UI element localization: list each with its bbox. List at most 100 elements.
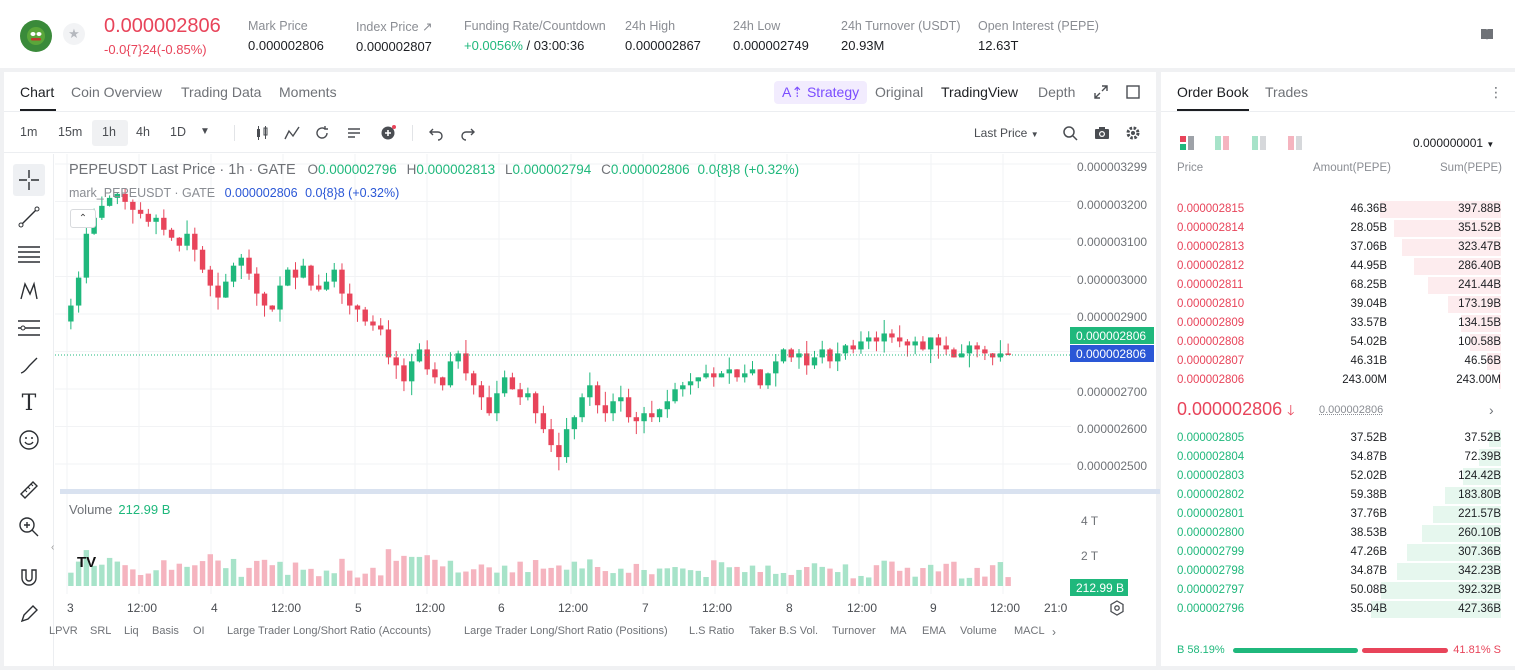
tab-trading-data[interactable]: Trading Data <box>181 84 262 100</box>
indicators-icon[interactable] <box>284 125 300 141</box>
more-icon[interactable]: ⋮ <box>1489 84 1503 100</box>
indicator-taker-vol[interactable]: Taker B.S Vol. <box>749 625 819 637</box>
indicator-ema[interactable]: EMA <box>922 625 946 637</box>
replay-icon[interactable] <box>314 125 330 141</box>
tab-moments[interactable]: Moments <box>279 84 337 100</box>
indicator-lpvr[interactable]: LPVR <box>49 625 78 637</box>
layout-sell-icon[interactable] <box>1287 135 1303 151</box>
horizontal-lines-icon[interactable] <box>16 241 42 267</box>
bid-row[interactable]: 0.000002801 37.76B 221.57B <box>1161 505 1515 524</box>
timeframe-1h[interactable]: 1h <box>102 125 116 139</box>
indicator-basis[interactable]: Basis <box>152 625 179 637</box>
ask-row[interactable]: 0.000002806 243.00M 243.00M <box>1161 371 1515 390</box>
indicator-turnover[interactable]: Turnover <box>832 625 876 637</box>
indicator-ls-accounts[interactable]: Large Trader Long/Short Ratio (Accounts) <box>227 625 432 637</box>
search-icon[interactable] <box>1062 125 1078 141</box>
bid-row[interactable]: 0.000002797 50.08B 392.32B <box>1161 581 1515 600</box>
pane-divider[interactable] <box>60 489 1160 494</box>
timeframe-dropdown-icon[interactable]: ▼ <box>200 126 210 137</box>
indicator-oi[interactable]: OI <box>193 625 205 637</box>
templates-icon[interactable] <box>346 125 362 141</box>
tab-trades[interactable]: Trades <box>1265 84 1309 100</box>
indicator-ls-ratio[interactable]: L.S Ratio <box>689 625 735 637</box>
favorite-star-icon[interactable]: ★ <box>63 23 85 45</box>
view-tradingview[interactable]: TradingView <box>941 84 1019 100</box>
volume-bar <box>563 569 570 586</box>
view-depth[interactable]: Depth <box>1038 84 1076 100</box>
timeframe-4h[interactable]: 4h <box>136 125 150 139</box>
ask-row[interactable]: 0.000002815 46.36B 397.88B <box>1161 200 1515 219</box>
ask-row[interactable]: 0.000002813 37.06B 323.47B <box>1161 238 1515 257</box>
tab-order-book[interactable]: Order Book <box>1177 84 1249 100</box>
indicator-srl[interactable]: SRL <box>90 625 112 637</box>
bid-row[interactable]: 0.000002798 34.87B 342.23B <box>1161 562 1515 581</box>
bid-row[interactable]: 0.000002796 35.04B 427.36B <box>1161 600 1515 619</box>
redo-icon[interactable] <box>460 125 476 141</box>
trend-line-icon[interactable] <box>16 204 42 230</box>
collapse-toolbar-icon[interactable]: ‹ <box>51 542 55 553</box>
magnet-icon[interactable] <box>16 564 42 590</box>
ruler-icon[interactable] <box>16 477 42 503</box>
timeframe-15m[interactable]: 15m <box>58 125 83 139</box>
window-icon[interactable] <box>1126 85 1140 99</box>
ask-row[interactable]: 0.000002812 44.95B 286.40B <box>1161 257 1515 276</box>
bid-row[interactable]: 0.000002805 37.52B 37.52B <box>1161 429 1515 448</box>
emoji-icon[interactable] <box>16 427 42 453</box>
chevron-right-icon[interactable]: › <box>1052 625 1056 639</box>
ask-row[interactable]: 0.000002809 33.57B 134.15B <box>1161 314 1515 333</box>
candle-body <box>757 369 763 386</box>
undo-icon[interactable] <box>428 125 444 141</box>
layout-bids-icon[interactable] <box>1214 135 1230 151</box>
ask-row[interactable]: 0.000002811 68.25B 241.44B <box>1161 276 1515 295</box>
tab-chart[interactable]: Chart <box>20 84 55 100</box>
crosshair-icon[interactable] <box>16 167 42 193</box>
bid-row[interactable]: 0.000002802 59.38B 183.80B <box>1161 486 1515 505</box>
expand-icon[interactable] <box>1094 85 1108 99</box>
bid-amount: 47.26B <box>1350 546 1387 558</box>
bid-row[interactable]: 0.000002799 47.26B 307.36B <box>1161 543 1515 562</box>
ticker-header: ★ 0.000002806 -0.0{7}24(-0.85%) Mark Pri… <box>0 0 1515 68</box>
text-tool-icon[interactable]: T <box>21 390 37 416</box>
axis-settings-icon[interactable] <box>1109 600 1125 616</box>
legend-collapse-button[interactable]: ⌃ <box>70 209 96 228</box>
layout-buy-icon[interactable] <box>1251 135 1267 151</box>
volume-bar <box>377 575 384 586</box>
layout-both-icon[interactable] <box>1179 135 1195 151</box>
timeframe-1d[interactable]: 1D <box>170 125 186 139</box>
book-icon[interactable] <box>1480 27 1494 41</box>
add-alert-icon[interactable] <box>380 125 396 141</box>
ask-row[interactable]: 0.000002808 54.02B 100.58B <box>1161 333 1515 352</box>
tab-coin-overview[interactable]: Coin Overview <box>71 84 163 100</box>
settings-icon[interactable] <box>1125 125 1141 141</box>
last-price: 0.000002806 <box>104 15 221 37</box>
pencil-lock-icon[interactable] <box>16 601 42 627</box>
chevron-right-icon[interactable]: › <box>1489 402 1494 418</box>
ask-row[interactable]: 0.000002810 39.04B 173.19B <box>1161 295 1515 314</box>
stat-index-price[interactable]: Index Price ↗ 0.000002807 <box>356 19 432 54</box>
timeframe-1m[interactable]: 1m <box>20 125 38 139</box>
candle-type-icon[interactable] <box>254 125 270 141</box>
view-original[interactable]: Original <box>875 84 924 100</box>
orderbook-last-price[interactable]: 0.000002806 🡓 <box>1177 399 1294 424</box>
strategy-button[interactable]: A⇡ Strategy <box>774 81 868 104</box>
camera-icon[interactable] <box>1094 125 1110 141</box>
candlestick-chart[interactable] <box>55 154 1071 594</box>
ask-row[interactable]: 0.000002807 46.31B 46.56B <box>1161 352 1515 371</box>
indicator-macd[interactable]: MACL <box>1014 625 1045 637</box>
price-source-select[interactable]: Last Price ▼ <box>974 126 1039 140</box>
bid-row[interactable]: 0.000002804 34.87B 72.39B <box>1161 448 1515 467</box>
candle-body <box>656 409 663 418</box>
precision-select[interactable]: 0.000000001 ▼ <box>1413 136 1494 150</box>
bid-row[interactable]: 0.000002800 38.53B 260.10B <box>1161 524 1515 543</box>
ask-row[interactable]: 0.000002814 28.05B 351.52B <box>1161 219 1515 238</box>
indicator-volume[interactable]: Volume <box>960 625 997 637</box>
zoom-in-icon[interactable] <box>16 514 42 540</box>
indicator-liq[interactable]: Liq <box>124 625 139 637</box>
brush-icon[interactable] <box>16 352 42 378</box>
fib-icon[interactable] <box>16 315 42 341</box>
candle-body <box>439 377 446 386</box>
bid-row[interactable]: 0.000002803 52.02B 124.42B <box>1161 467 1515 486</box>
indicator-ma[interactable]: MA <box>890 625 907 637</box>
pattern-icon[interactable] <box>16 278 42 304</box>
indicator-ls-positions[interactable]: Large Trader Long/Short Ratio (Positions… <box>464 625 668 637</box>
